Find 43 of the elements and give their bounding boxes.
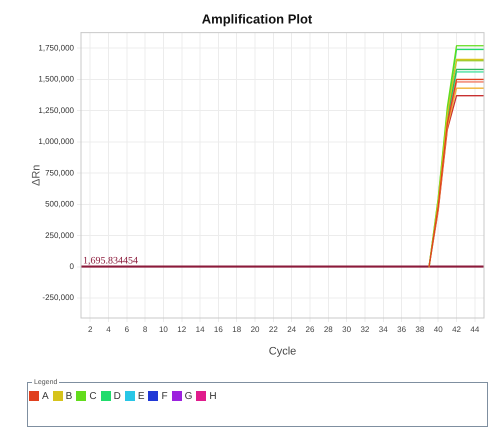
y-tick-label: 1,000,000 xyxy=(38,137,75,146)
x-tick-label: 26 xyxy=(306,325,315,334)
x-tick-label: 6 xyxy=(124,325,130,334)
x-tick-label: 38 xyxy=(415,325,425,334)
x-tick-label: 44 xyxy=(470,325,480,334)
y-tick-label: 1,750,000 xyxy=(38,43,75,52)
x-tick-label: 40 xyxy=(434,325,444,334)
legend-label: H xyxy=(209,390,217,402)
legend-label: E xyxy=(138,390,144,402)
legend-label: D xyxy=(114,390,121,402)
y-tick-label: -250,000 xyxy=(42,293,75,302)
y-tick-label: 250,000 xyxy=(45,230,75,240)
x-tick-label: 22 xyxy=(268,325,278,334)
x-tick-label: 8 xyxy=(142,325,148,334)
x-tick-label: 36 xyxy=(397,325,407,334)
legend-label: B xyxy=(66,390,72,402)
x-tick-label: 16 xyxy=(214,325,224,334)
chart-title: Amplification Plot xyxy=(202,11,313,26)
x-tick-label: 18 xyxy=(232,325,242,334)
x-tick-label: 30 xyxy=(342,325,352,334)
legend-label: G xyxy=(184,390,192,402)
legend-label: C xyxy=(89,390,97,402)
x-tick-label: 28 xyxy=(324,325,334,334)
y-tick-label: 500,000 xyxy=(45,200,75,209)
x-tick-label: 20 xyxy=(250,325,260,334)
legend-label: F xyxy=(161,390,168,402)
legend-label: A xyxy=(42,390,49,402)
x-tick-label: 12 xyxy=(177,325,187,334)
y-tick-label: 1,500,000 xyxy=(38,74,75,84)
x-tick-label: 32 xyxy=(360,325,370,334)
y-tick-label: 750,000 xyxy=(45,168,75,178)
x-tick-label: 42 xyxy=(452,325,462,334)
x-tick-label: 24 xyxy=(287,325,297,334)
x-tick-label: 4 xyxy=(106,325,112,334)
x-tick-label: 34 xyxy=(378,325,388,334)
x-axis-title: Cycle xyxy=(268,345,296,358)
y-axis-title: ΔRn xyxy=(30,164,43,186)
x-tick-label: 14 xyxy=(196,325,206,334)
ref-line-label: 1,695.834454 xyxy=(83,256,138,267)
x-tick-label: 2 xyxy=(88,325,93,334)
y-tick-label: 0 xyxy=(70,262,75,271)
y-tick-label: 1,250,000 xyxy=(38,106,75,115)
x-tick-label: 10 xyxy=(158,325,168,334)
